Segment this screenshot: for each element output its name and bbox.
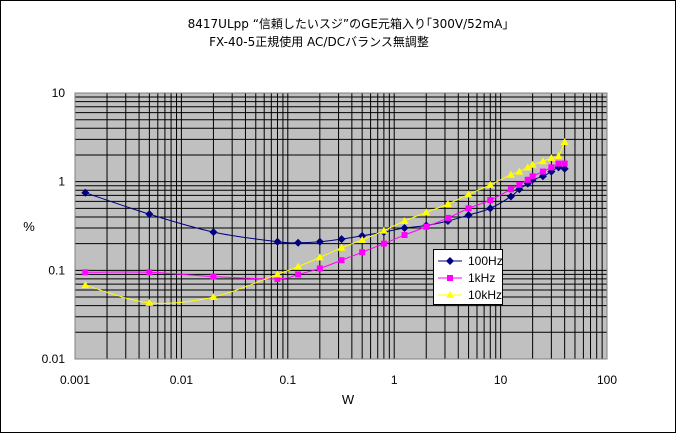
data-point-10khz [547, 153, 556, 161]
x-tick-label: 10 [494, 373, 508, 387]
x-tick-label: 0.1 [279, 373, 296, 387]
data-point-1khz [539, 168, 546, 175]
legend-label-100hz: 100Hz [468, 254, 503, 268]
data-point-100hz [358, 231, 367, 240]
data-point-100hz [506, 192, 515, 201]
data-point-1khz [401, 232, 408, 239]
data-point-100hz [209, 228, 218, 237]
data-point-1khz [295, 271, 302, 278]
x-tick-label: 100 [597, 373, 617, 387]
data-point-1khz [146, 269, 153, 276]
data-point-10khz [337, 243, 346, 251]
legend-marker-100hz [446, 257, 454, 265]
data-point-10khz [560, 138, 569, 146]
data-point-10khz [515, 167, 524, 175]
data-point-1khz [524, 176, 531, 183]
x-tick-label: 1 [391, 373, 398, 387]
y-tick-label: 0.01 [42, 352, 66, 366]
x-tick-label: 0.001 [60, 373, 90, 387]
data-point-100hz [81, 188, 90, 197]
data-point-10khz [443, 199, 452, 207]
y-axis-label: % [23, 219, 35, 234]
data-point-100hz [315, 237, 324, 246]
data-point-1khz [338, 257, 345, 264]
data-point-10khz [523, 163, 532, 171]
y-tick-label: 0.1 [48, 263, 65, 277]
chart-subtitle: FX-40-5正規使用 AC/DCバランス無調整 [209, 35, 429, 49]
data-point-100hz [145, 210, 154, 219]
legend-swatch-1khz [438, 275, 462, 281]
data-point-1khz [555, 160, 562, 167]
data-point-1khz [359, 249, 366, 256]
data-point-1khz [316, 265, 323, 272]
y-tick-label: 10 [52, 86, 66, 100]
legend-marker-1khz [447, 275, 453, 281]
data-point-10khz [422, 208, 431, 216]
data-point-1khz [210, 273, 217, 280]
data-point-1khz [507, 186, 514, 193]
data-point-10khz [273, 270, 282, 278]
data-point-1khz [465, 205, 472, 212]
data-point-10khz [379, 226, 388, 234]
data-point-10khz [294, 262, 303, 270]
data-point-1khz [380, 240, 387, 247]
data-point-100hz [337, 235, 346, 244]
data-point-10khz [145, 298, 154, 306]
data-point-1khz [487, 197, 494, 204]
data-point-100hz [273, 237, 282, 246]
legend-swatch-10khz [438, 291, 462, 298]
data-point-10khz [486, 180, 495, 188]
data-point-10khz [554, 151, 563, 159]
legend-item-10khz: 10kHz [434, 287, 502, 304]
legend-label-10khz: 10kHz [468, 288, 503, 302]
data-point-1khz [548, 164, 555, 171]
data-point-10khz [400, 217, 409, 225]
data-point-10khz [209, 293, 218, 301]
plot-area [75, 93, 607, 359]
data-point-10khz [528, 160, 537, 168]
series-line-1khz [85, 162, 565, 280]
data-point-100hz [560, 164, 569, 173]
data-point-100hz [400, 224, 409, 233]
chart-title: 8417ULpp “信頼したいスジ”のGE元箱入り｢300V/52mA｣ [187, 17, 509, 31]
data-point-10khz [464, 190, 473, 198]
legend-label-1khz: 1kHz [468, 271, 496, 285]
plot-border [74, 92, 608, 360]
legend: 100Hz 1kHz 10kHz [433, 249, 503, 305]
data-point-10khz [358, 235, 367, 243]
data-point-1khz [444, 214, 451, 221]
data-point-100hz [486, 204, 495, 213]
legend-item-100hz: 100Hz [434, 253, 503, 270]
data-point-1khz [274, 275, 281, 282]
data-point-10khz [538, 157, 547, 165]
legend-item-1khz: 1kHz [434, 270, 502, 287]
x-axis-label: W [342, 392, 355, 407]
data-point-1khz [516, 181, 523, 188]
data-point-1khz [561, 160, 568, 167]
data-point-1khz [82, 269, 89, 276]
data-point-100hz [464, 211, 473, 220]
legend-swatch-100hz [438, 257, 462, 265]
legend-marker-10khz [446, 291, 454, 298]
data-point-10khz [81, 281, 90, 289]
series-line-10khz [85, 141, 566, 304]
y-tick-label: 1 [58, 175, 65, 189]
data-point-100hz [294, 238, 303, 247]
data-point-1khz [423, 223, 430, 230]
x-tick-label: 0.01 [170, 373, 194, 387]
data-point-10khz [506, 170, 515, 178]
data-point-10khz [315, 253, 324, 261]
data-point-1khz [529, 173, 536, 180]
